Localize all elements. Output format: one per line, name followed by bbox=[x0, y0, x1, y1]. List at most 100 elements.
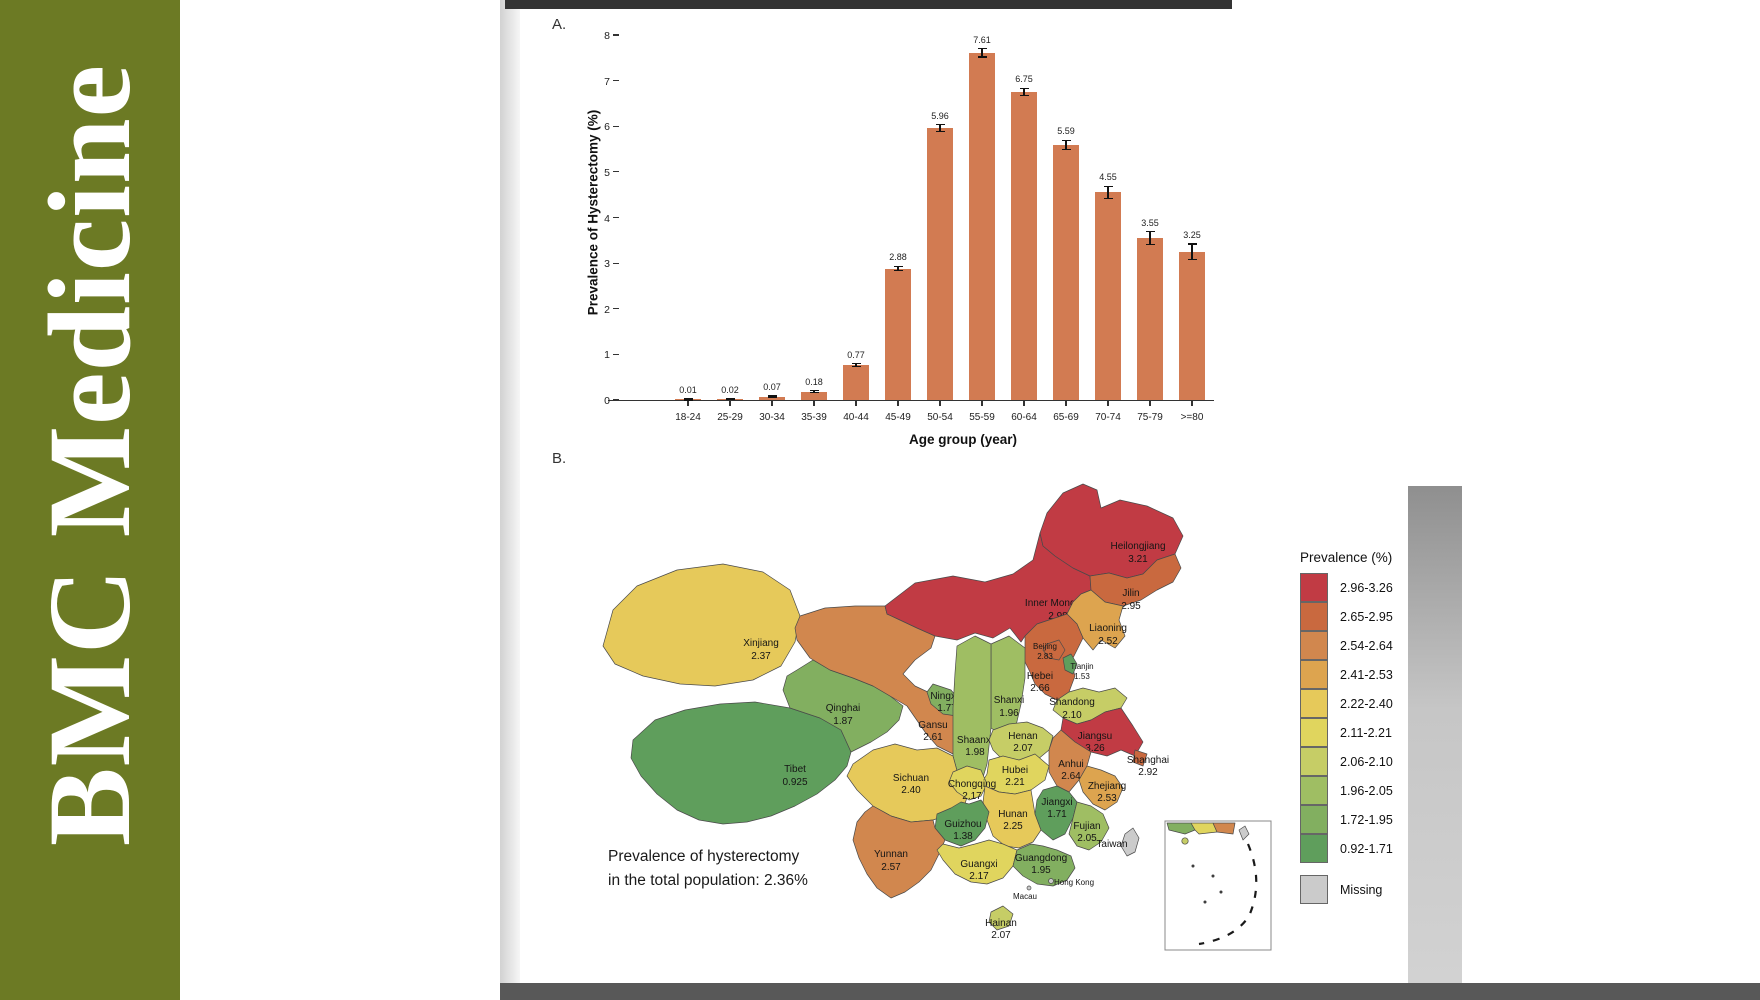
legend-range-label: 2.54-2.64 bbox=[1340, 638, 1393, 653]
y-tick-mark bbox=[613, 399, 619, 401]
bar-value-label: 0.02 bbox=[721, 384, 739, 395]
y-tick-label: 7 bbox=[604, 75, 610, 88]
y-tick-label: 4 bbox=[604, 212, 610, 225]
legend-range-label: 1.96-2.05 bbox=[1340, 783, 1393, 798]
bar-value-label: 5.59 bbox=[1057, 126, 1075, 137]
error-bar-cap-top bbox=[767, 395, 777, 397]
panel-b-label: B. bbox=[552, 450, 567, 467]
province-shape bbox=[988, 721, 1054, 765]
total-prevalence-note: Prevalence of hysterectomy in the total … bbox=[608, 845, 808, 893]
bar-value-label: 3.55 bbox=[1141, 217, 1159, 228]
province-shape bbox=[1132, 749, 1148, 767]
province-label: Guangxi bbox=[960, 859, 997, 870]
province-hong-kong: Hong Kong bbox=[1048, 878, 1094, 887]
province-shape bbox=[1066, 589, 1126, 651]
error-bar bbox=[1107, 186, 1109, 199]
province-value: 1.96 bbox=[999, 708, 1019, 719]
y-tick-mark bbox=[613, 353, 619, 355]
x-tick-mark bbox=[1191, 401, 1193, 406]
inset-coast-shape bbox=[1190, 822, 1218, 835]
province-tibet: Tibet 0.925 bbox=[630, 701, 852, 825]
province-shape bbox=[936, 839, 1018, 885]
province-liaoning: Liaoning 2.52 bbox=[1066, 589, 1127, 651]
x-tick-label: 65-69 bbox=[1053, 412, 1079, 423]
x-tick-label: 75-79 bbox=[1137, 412, 1163, 423]
error-bar-cap-top bbox=[725, 397, 735, 400]
y-tick-label: 6 bbox=[604, 121, 610, 134]
province-shape bbox=[852, 805, 946, 899]
province-shape bbox=[1039, 483, 1184, 579]
province-henan: Henan 2.07 bbox=[988, 721, 1054, 765]
province-value: 2.92 bbox=[1138, 767, 1158, 778]
legend-range-label: 2.65-2.95 bbox=[1340, 609, 1393, 624]
province-label: Shaanxi bbox=[957, 735, 993, 746]
province-label: Qinghai bbox=[826, 703, 860, 714]
page-top-crop-strip bbox=[505, 0, 1232, 9]
legend-swatch bbox=[1300, 631, 1328, 660]
y-tick-mark bbox=[613, 262, 619, 264]
error-bar-cap-top bbox=[935, 124, 945, 126]
error-bar-cap-bottom bbox=[809, 392, 819, 394]
panel-a-label: A. bbox=[552, 16, 567, 33]
legend-row-2.11-2.21: 2.11-2.21 bbox=[1300, 718, 1393, 747]
legend-range-label: 2.22-2.40 bbox=[1340, 696, 1393, 711]
province-guangxi: Guangxi 2.17 bbox=[936, 839, 1018, 885]
province-label: Shandong bbox=[1049, 697, 1095, 708]
x-tick-label: 60-64 bbox=[1011, 412, 1037, 423]
x-tick-label: 35-39 bbox=[801, 412, 827, 423]
bar-35-39 bbox=[801, 391, 827, 400]
province-value: 2.25 bbox=[1003, 821, 1023, 832]
inset-taiwan-shape bbox=[1238, 825, 1250, 841]
error-bar-cap-top bbox=[893, 265, 903, 267]
y-tick-mark bbox=[613, 216, 619, 219]
page-left-edge-shadow bbox=[500, 0, 520, 983]
journal-sidebar: BMC Medicine bbox=[0, 0, 180, 1000]
y-tick-mark bbox=[613, 80, 619, 82]
bar-value-label: 0.18 bbox=[805, 376, 823, 387]
x-tick-label: 55-59 bbox=[969, 412, 995, 423]
province-shape bbox=[926, 683, 962, 717]
province-shape bbox=[1042, 639, 1066, 661]
legend-row-Missing: Missing bbox=[1300, 875, 1393, 904]
legend-row-2.96-3.26: 2.96-3.26 bbox=[1300, 573, 1393, 602]
province-value: 2.64 bbox=[1061, 771, 1081, 782]
province-shape bbox=[1012, 843, 1076, 887]
province-value: 1.38 bbox=[953, 831, 973, 842]
error-bar-cap-bottom bbox=[725, 398, 735, 401]
province-value: 2.05 bbox=[1077, 833, 1097, 844]
legend-swatch bbox=[1300, 689, 1328, 718]
province-label: Tianjin bbox=[1070, 662, 1093, 671]
error-bar-cap-top bbox=[1019, 87, 1029, 89]
legend-swatch bbox=[1300, 747, 1328, 776]
province-label: Hebei bbox=[1027, 671, 1053, 682]
province-value: 1.53 bbox=[1074, 672, 1090, 681]
map-legend: Prevalence (%) 2.96-3.26 2.65-2.95 2.54-2.… bbox=[1300, 550, 1393, 904]
bar-60-64 bbox=[1011, 92, 1037, 400]
province-jiangxi: Jiangxi 1.71 bbox=[1034, 785, 1078, 841]
province-label: Shanghai bbox=[1127, 755, 1169, 766]
province-label: Xinjiang bbox=[743, 638, 779, 649]
bar-value-label: 2.88 bbox=[889, 252, 907, 263]
x-tick-label: >=80 bbox=[1180, 412, 1204, 423]
y-tick-mark bbox=[613, 125, 619, 127]
province-label: Shanxi bbox=[994, 695, 1025, 706]
province-value: 2.37 bbox=[751, 651, 771, 662]
x-tick-mark bbox=[1065, 401, 1067, 406]
y-tick-label: 0 bbox=[604, 395, 610, 407]
bar-value-label: 6.75 bbox=[1015, 74, 1033, 85]
inset-island-dot bbox=[1191, 864, 1195, 868]
province-value: 1.95 bbox=[1031, 865, 1051, 876]
province-shape bbox=[1120, 827, 1140, 857]
province-label: Macau bbox=[1013, 892, 1037, 901]
x-tick-label: 70-74 bbox=[1095, 412, 1121, 423]
error-bar-cap-top bbox=[1103, 185, 1113, 188]
x-tick-label: 50-54 bbox=[927, 412, 953, 423]
x-tick-label: 30-34 bbox=[759, 412, 785, 423]
province-label: Guangdong bbox=[1015, 853, 1067, 864]
province-label: Heilongjiang bbox=[1110, 541, 1165, 552]
inset-border bbox=[1164, 820, 1272, 951]
province-value: 2.52 bbox=[1098, 636, 1118, 647]
province-value: 2.21 bbox=[1005, 777, 1025, 788]
legend-range-label: 0.92-1.71 bbox=[1340, 841, 1393, 856]
province-label: Hunan bbox=[998, 809, 1027, 820]
